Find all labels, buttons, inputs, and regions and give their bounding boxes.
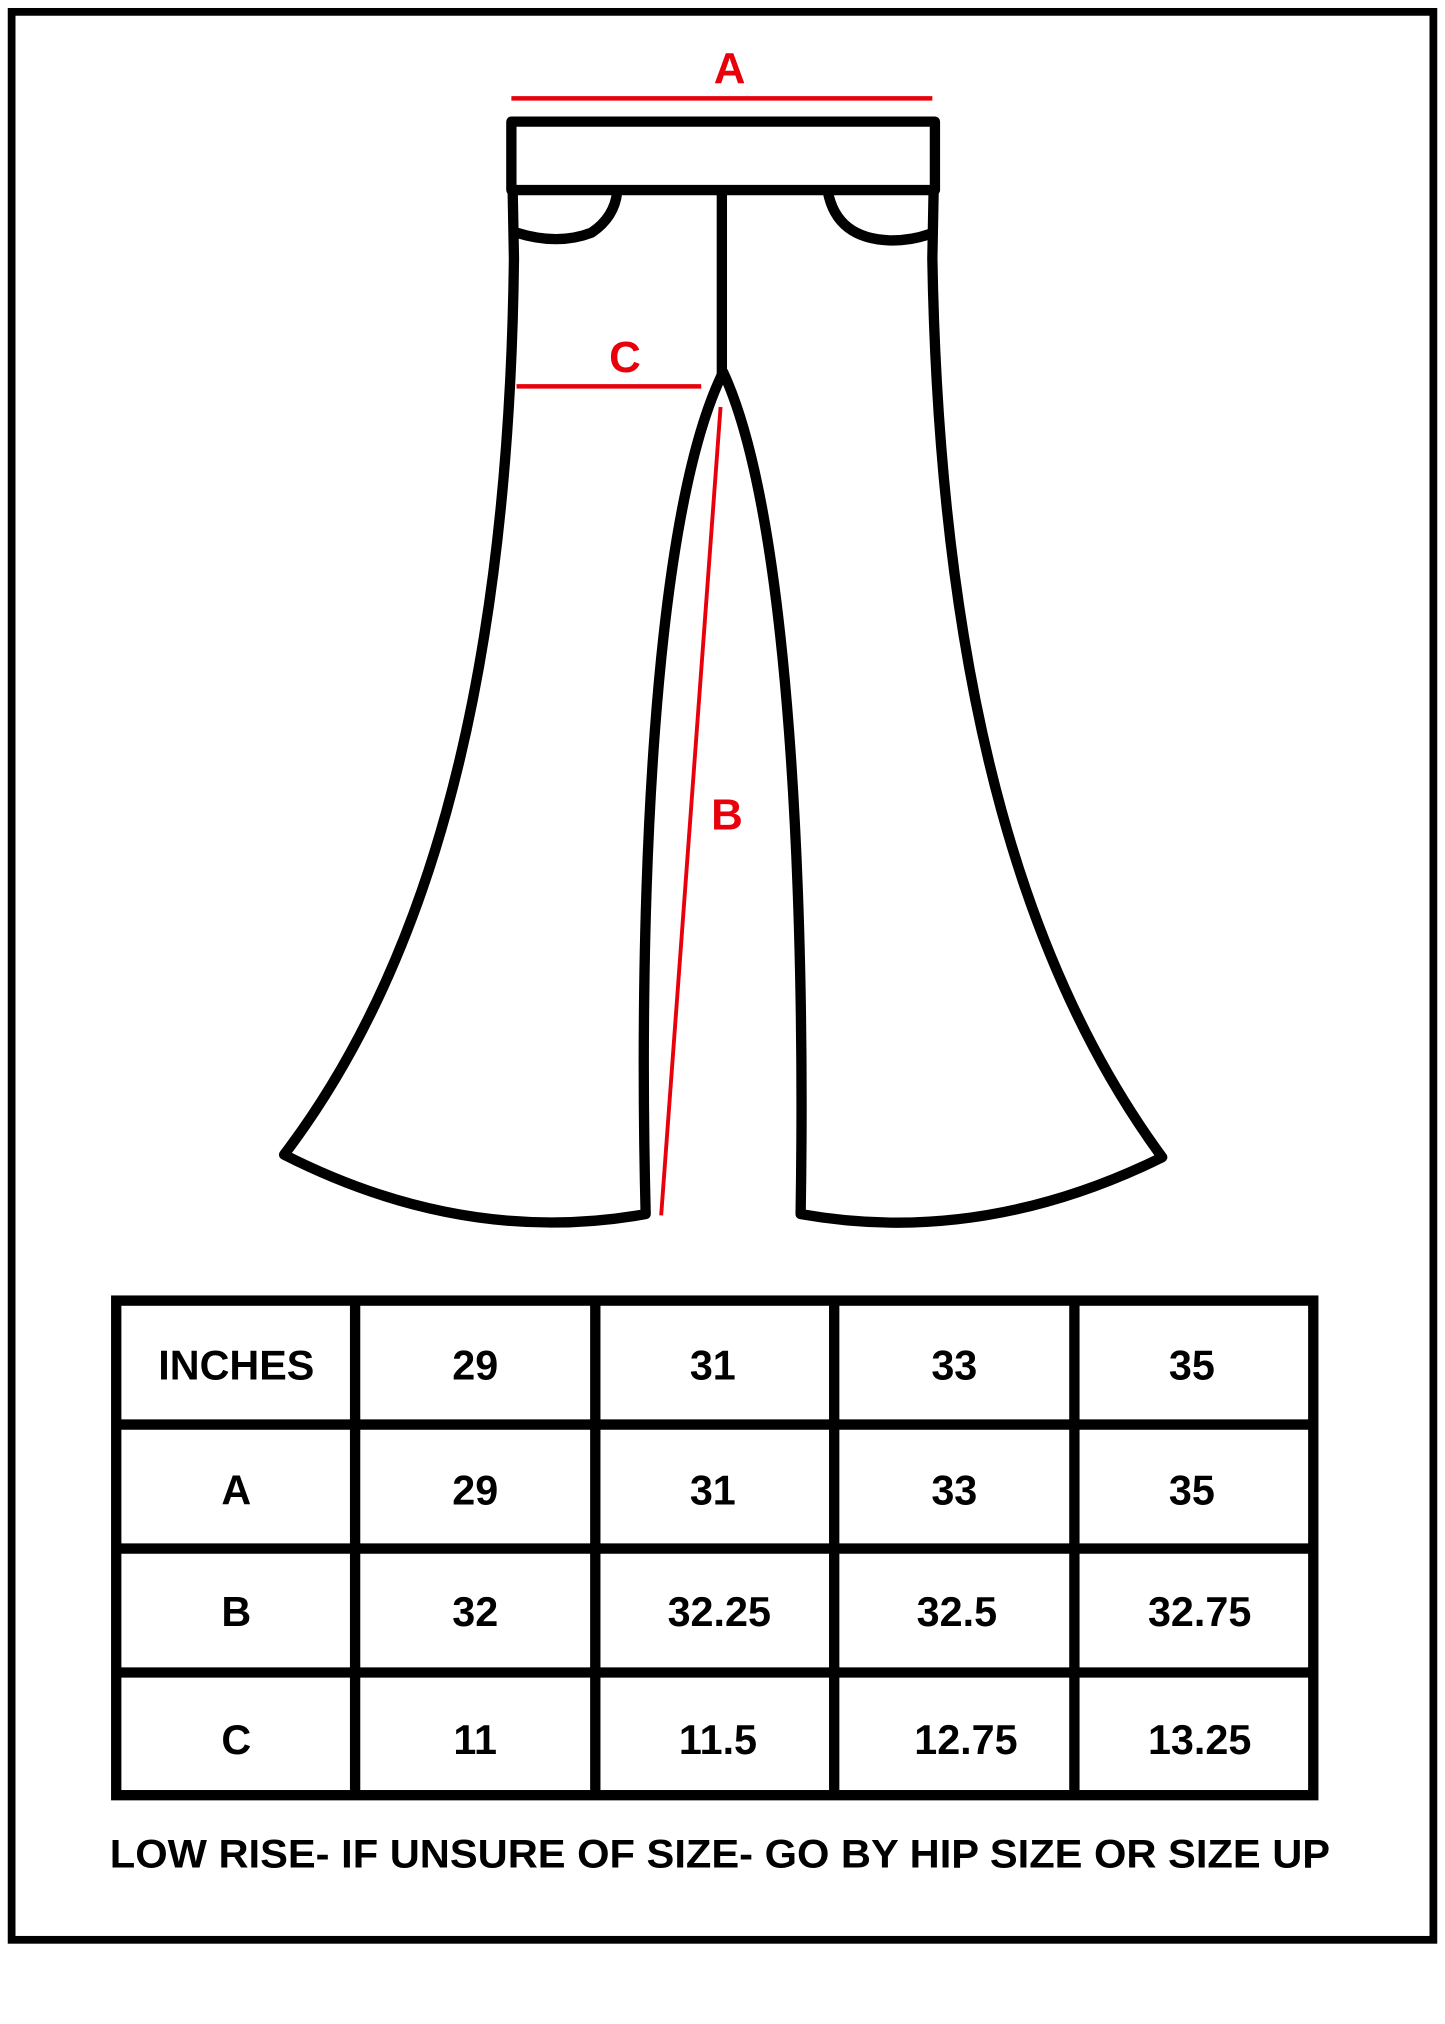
label-a: A	[714, 44, 746, 93]
table-header-row: INCHES 29 31 33 35	[158, 1342, 1215, 1388]
outer-frame	[7, 7, 1438, 1944]
header-cell: 31	[690, 1342, 736, 1388]
left-pocket	[514, 190, 623, 245]
table-row: A 29 31 33 35	[221, 1468, 1214, 1514]
table-cell: 12.75	[914, 1717, 1017, 1763]
row-label: A	[221, 1468, 251, 1514]
waistband	[506, 116, 941, 196]
table-cell: 32.25	[668, 1589, 771, 1635]
table-cell: 33	[931, 1468, 977, 1514]
label-c: C	[609, 333, 641, 382]
table-cell: 13.25	[1148, 1717, 1251, 1763]
table-cell: 31	[690, 1468, 736, 1514]
header-cell: 35	[1169, 1342, 1215, 1388]
header-cell: 29	[452, 1342, 498, 1388]
table-cell: 32.75	[1148, 1589, 1251, 1635]
table-cell: 29	[452, 1468, 498, 1514]
header-cell: 33	[931, 1342, 977, 1388]
row-label: C	[221, 1717, 251, 1763]
row-label: B	[221, 1589, 251, 1635]
right-pocket	[822, 190, 932, 246]
table-row: C 11 11.5 12.75 13.25	[221, 1717, 1251, 1763]
table-cell: 32	[452, 1589, 498, 1635]
label-b: B	[711, 790, 743, 839]
table-row: B 32 32.25 32.5 32.75	[221, 1589, 1251, 1635]
measurements: A C B	[511, 44, 933, 1216]
table-cell: 11	[453, 1717, 497, 1763]
table-cell: 11.5	[679, 1717, 757, 1763]
header-cell: INCHES	[158, 1342, 314, 1388]
pants-illustration	[278, 116, 1168, 1228]
table-cell: 35	[1169, 1468, 1215, 1514]
size-table: INCHES 29 31 33 35 A 29 31 33 35 B 32 32…	[111, 1295, 1319, 1801]
measure-line-b	[659, 406, 723, 1216]
table-cell: 32.5	[917, 1589, 997, 1635]
footer-note: LOW RISE- IF UNSURE OF SIZE- GO BY HIP S…	[110, 1833, 1330, 1877]
